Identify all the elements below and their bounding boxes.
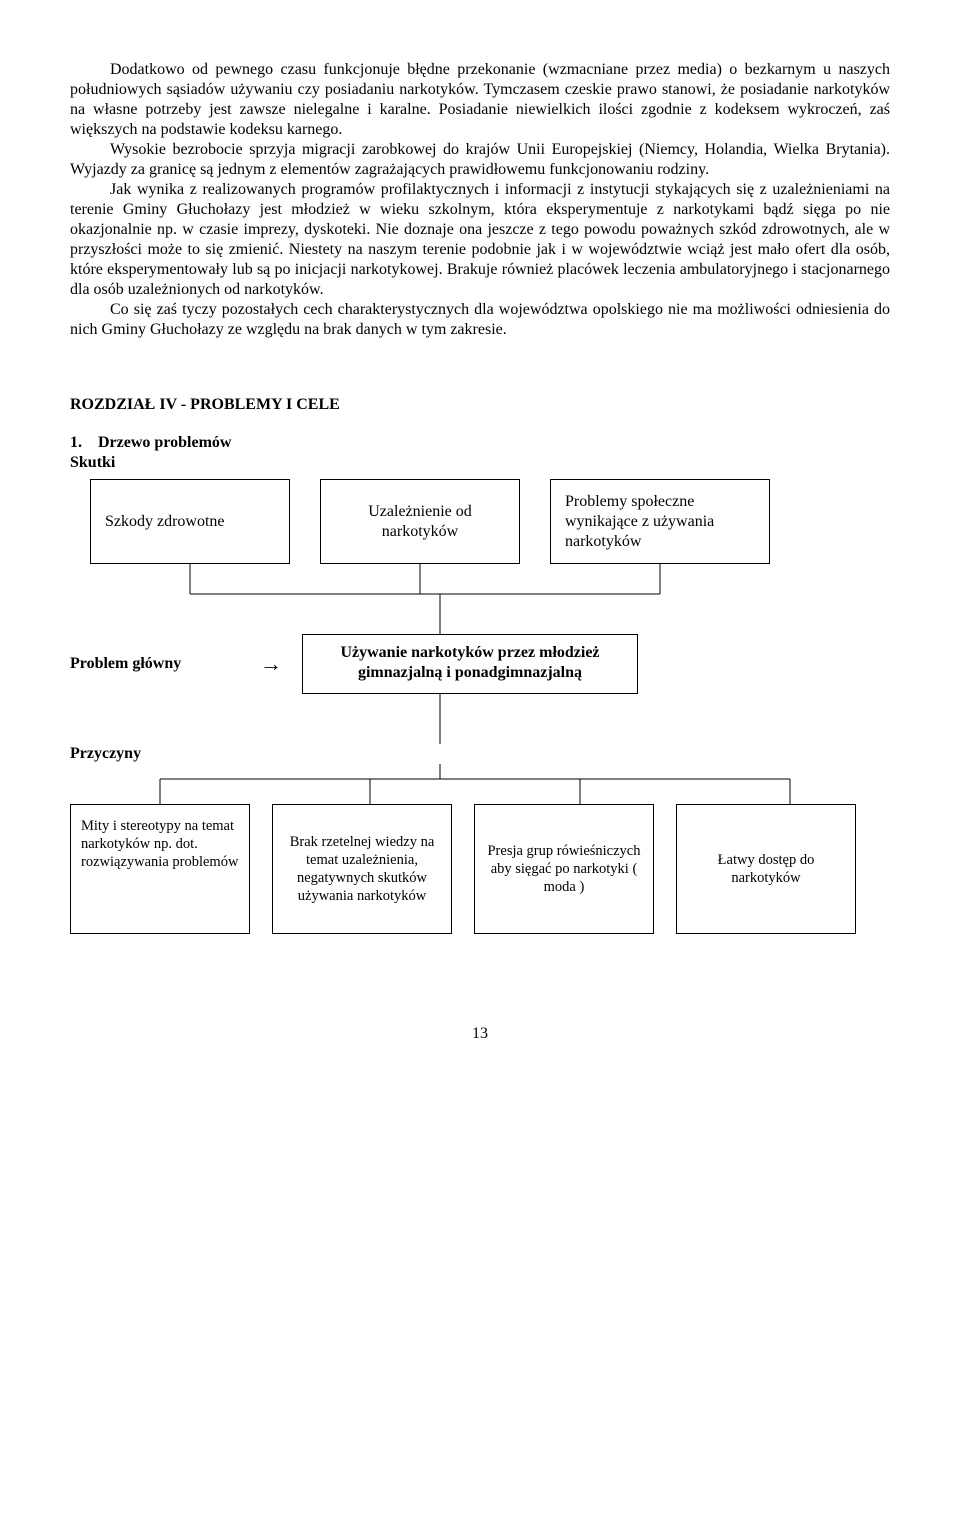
paragraph-4: Co się zaś tyczy pozostałych cech charak… xyxy=(70,300,890,340)
effect-box-3: Problemy społeczne wynikające z używania… xyxy=(550,479,770,564)
connector-causes-bus xyxy=(70,764,890,804)
paragraph-2: Wysokie bezrobocie sprzyja migracji zaro… xyxy=(70,140,890,180)
cause-box-1: Mity i stereotypy na temat narkotyków np… xyxy=(70,804,250,934)
effect-box-2: Uzależnienie od narkotyków xyxy=(320,479,520,564)
main-problem-box: Używanie narkotyków przez młodzież gimna… xyxy=(302,634,638,694)
subsection-number: 1. xyxy=(70,434,82,451)
cause-box-3: Presja grup rówieśniczych aby sięgać po … xyxy=(474,804,654,934)
cause-box-2: Brak rzetelnej wiedzy na temat uzależnie… xyxy=(272,804,452,934)
effect-box-1: Szkody zdrowotne xyxy=(90,479,290,564)
arrow-icon: → xyxy=(260,653,282,675)
subsection-title: Drzewo problemów xyxy=(98,434,231,451)
page-number: 13 xyxy=(70,1024,890,1044)
paragraph-3: Jak wynika z realizowanych programów pro… xyxy=(70,180,890,300)
problem-tree: Szkody zdrowotne Uzależnienie od narkoty… xyxy=(70,479,890,934)
paragraph-1: Dodatkowo od pewnego czasu funkcjonuje b… xyxy=(70,60,890,140)
main-problem-row: Problem główny → Używanie narkotyków prz… xyxy=(70,634,890,694)
cause-box-4: Łatwy dostęp do narkotyków xyxy=(676,804,856,934)
causes-row: Mity i stereotypy na temat narkotyków np… xyxy=(70,804,890,934)
subsection-row: 1. Drzewo problemów xyxy=(70,433,890,453)
section-heading: ROZDZIAŁ IV - PROBLEMY I CELE xyxy=(70,395,890,415)
skutki-label: Skutki xyxy=(70,453,890,473)
connector-main-causes xyxy=(70,694,890,744)
connector-effects-main xyxy=(70,564,890,634)
przyczyny-label: Przyczyny xyxy=(70,744,890,764)
main-problem-label: Problem główny xyxy=(70,654,240,674)
effects-row: Szkody zdrowotne Uzależnienie od narkoty… xyxy=(70,479,890,564)
